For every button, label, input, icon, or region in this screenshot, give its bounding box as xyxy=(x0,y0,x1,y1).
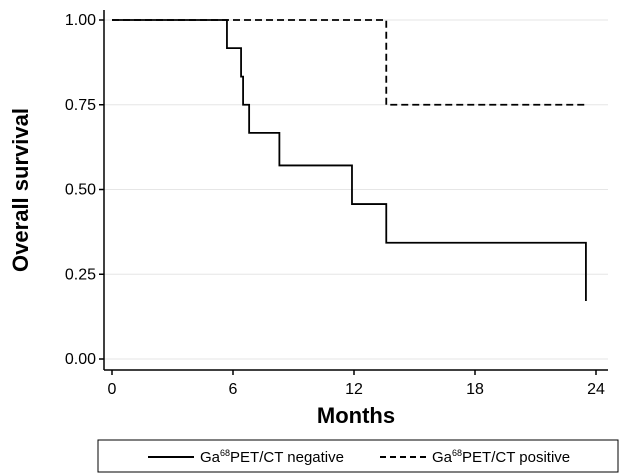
y-axis-title: Overall survival xyxy=(8,108,33,272)
y-tick-label: 0.00 xyxy=(65,351,96,368)
legend-label-positive: Ga68PET/CT positive xyxy=(432,448,570,466)
series-line-positive xyxy=(112,19,586,106)
x-tick-label: 12 xyxy=(345,381,363,398)
legend-label-negative: Ga68PET/CT negative xyxy=(200,448,344,466)
x-tick-label: 0 xyxy=(108,381,117,398)
y-tick-label: 0.50 xyxy=(65,182,96,199)
series-lines xyxy=(112,19,587,302)
legend: Ga68PET/CT negative Ga68PET/CT positive xyxy=(97,439,619,473)
gridlines xyxy=(104,19,608,360)
y-tick-label: 0.75 xyxy=(65,97,96,114)
x-axis-title: Months xyxy=(317,403,395,428)
x-tick-label: 6 xyxy=(229,381,238,398)
axis-ticks: 0.00 0.25 0.50 0.75 1.00 0 6 12 18 24 xyxy=(65,12,605,398)
y-tick-label: 1.00 xyxy=(65,12,96,29)
x-tick-label: 18 xyxy=(466,381,484,398)
y-tick-label: 0.25 xyxy=(65,266,96,283)
x-tick-label: 24 xyxy=(587,381,605,398)
series-line-negative xyxy=(112,19,587,302)
